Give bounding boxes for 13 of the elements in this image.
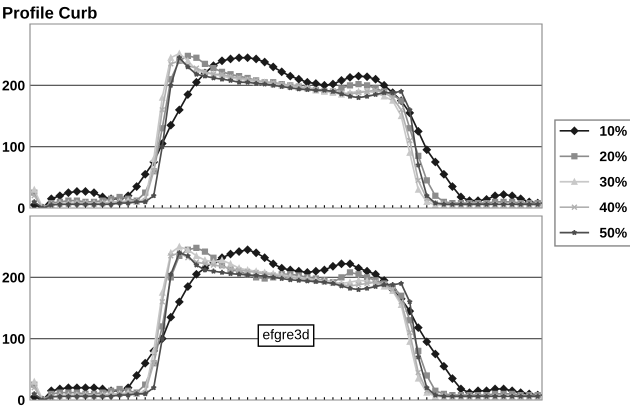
y-tick-label: 100 [2,334,25,344]
legend-label: 10% [600,126,627,136]
legend-label: 20% [600,151,627,162]
y-tick-label: 0 [18,203,25,214]
y-tick-label: 200 [2,272,25,283]
y-tick-label: 100 [2,142,25,152]
chart-title: Profile Curb [3,6,97,19]
annotation: efgre3d [263,329,309,342]
y-tick-label: 0 [18,395,25,406]
y-tick-label: 200 [2,80,25,91]
legend-label: 30% [600,176,627,187]
legend-label: 40% [600,202,627,212]
legend-label: 50% [600,228,627,238]
